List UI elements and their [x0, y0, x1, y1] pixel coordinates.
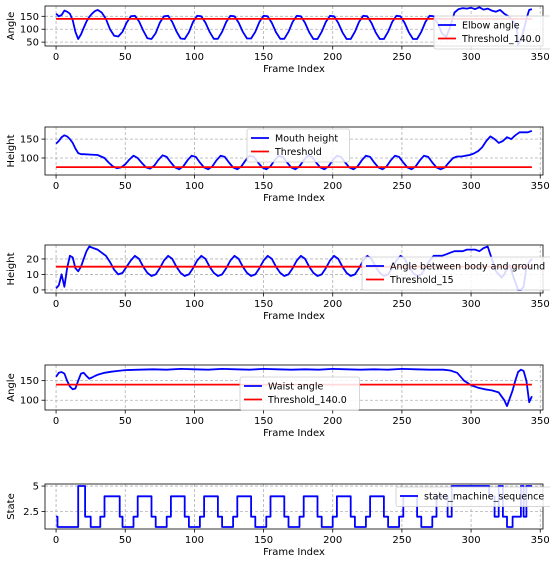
x-axis-label: Frame Index	[263, 547, 325, 558]
x-tick-label: 50	[119, 299, 132, 310]
series-group	[55, 129, 533, 171]
x-tick-label: 200	[323, 299, 342, 310]
legend-label: Waist angle	[268, 382, 323, 393]
x-axis-label: Frame Index	[263, 64, 325, 75]
legend: Mouth height Threshold	[246, 128, 350, 163]
y-tick-label: 150	[20, 135, 39, 146]
x-tick-label: 300	[462, 299, 481, 310]
y-tick-label: 100	[20, 153, 39, 164]
y-tick-label: 0	[33, 285, 39, 296]
x-tick-label: 350	[531, 416, 550, 427]
x-tick-label: 350	[531, 299, 550, 310]
x-tick-label: 150	[254, 181, 273, 192]
x-tick-label: 50	[119, 181, 132, 192]
x-tick-label: 100	[185, 416, 204, 427]
x-tick-label: 250	[392, 299, 411, 310]
x-tick-label: 0	[53, 416, 59, 427]
x-tick-label: 200	[323, 416, 342, 427]
legend-box	[246, 128, 350, 163]
legend: Waist angle Threshold_140.0	[239, 376, 360, 411]
legend-label: state_machine_sequence	[424, 492, 544, 503]
subplot-3: 0 50 100 150 200 250 300 350 0 10 20 Frame Index Hei…	[6, 244, 550, 322]
y-tick-label: 50	[26, 38, 39, 49]
x-axis-label: Frame Index	[263, 311, 325, 322]
legend-label: Threshold_140.0	[461, 34, 541, 45]
x-tick-label: 50	[119, 535, 132, 546]
x-tick-label: 50	[119, 416, 132, 427]
legend-label: Elbow angle	[462, 21, 520, 32]
y-tick-label: 10	[26, 270, 39, 281]
x-tick-label: 300	[462, 535, 481, 546]
legend-label: Threshold	[274, 147, 322, 158]
series-line-1	[55, 6, 533, 46]
legend: state_machine_sequence	[395, 486, 550, 507]
y-tick-label: 100	[20, 25, 39, 36]
y-axis-label: Angle	[6, 12, 17, 40]
y-tick-label: 20	[26, 254, 39, 265]
y-axis-label: Angle	[6, 373, 17, 401]
x-tick-label: 0	[53, 299, 59, 310]
x-tick-label: 100	[185, 299, 204, 310]
x-tick-label: 50	[119, 52, 132, 63]
x-tick-label: 250	[392, 535, 411, 546]
legend-box	[433, 15, 550, 50]
y-tick-label: 5	[33, 482, 39, 493]
y-axis-label: Height	[6, 252, 17, 285]
x-tick-label: 300	[462, 416, 481, 427]
x-tick-label: 0	[53, 52, 59, 63]
legend-box	[361, 256, 550, 291]
legend-label: Mouth height	[275, 134, 338, 145]
y-tick-label: 150	[20, 376, 39, 387]
x-axis-label: Frame Index	[263, 428, 325, 439]
subplot-5: 0 50 100 150 200 250 300 350 2.5 5 Frame Index Stat…	[6, 482, 550, 558]
x-tick-label: 350	[531, 52, 550, 63]
series-line-1	[55, 245, 533, 291]
x-tick-label: 350	[531, 535, 550, 546]
x-tick-label: 0	[53, 535, 59, 546]
x-tick-label: 100	[185, 52, 204, 63]
legend-box	[395, 486, 550, 507]
y-axis-label: State	[6, 493, 17, 519]
x-tick-label: 250	[392, 181, 411, 192]
y-axis-label: Height	[6, 134, 17, 167]
x-tick-label: 250	[392, 416, 411, 427]
y-tick-label: 100	[20, 396, 39, 407]
legend: Elbow angle Threshold_140.0	[433, 15, 550, 50]
x-tick-label: 200	[323, 181, 342, 192]
x-tick-label: 300	[462, 181, 481, 192]
x-tick-label: 150	[254, 52, 273, 63]
x-tick-label: 100	[185, 181, 204, 192]
legend-label: Threshold_15	[389, 275, 454, 286]
legend-label: Angle between body and ground	[390, 262, 545, 273]
x-tick-label: 250	[392, 52, 411, 63]
legend-box	[239, 376, 360, 411]
x-tick-label: 150	[254, 416, 273, 427]
x-tick-label: 200	[323, 535, 342, 546]
y-tick-label: 2.5	[23, 507, 39, 518]
x-tick-label: 350	[531, 181, 550, 192]
x-tick-label: 0	[53, 181, 59, 192]
legend: Angle between body and ground Threshold_1…	[361, 256, 550, 291]
x-tick-label: 300	[462, 52, 481, 63]
x-axis-label: Frame Index	[263, 193, 325, 204]
x-tick-label: 100	[185, 535, 204, 546]
x-tick-label: 150	[254, 535, 273, 546]
series-line-1	[55, 368, 533, 407]
legend-label: Threshold_140.0	[267, 395, 347, 406]
y-tick-label: 150	[20, 12, 39, 23]
x-tick-label: 150	[254, 299, 273, 310]
axes-frame	[44, 126, 544, 176]
x-tick-label: 200	[323, 52, 342, 63]
